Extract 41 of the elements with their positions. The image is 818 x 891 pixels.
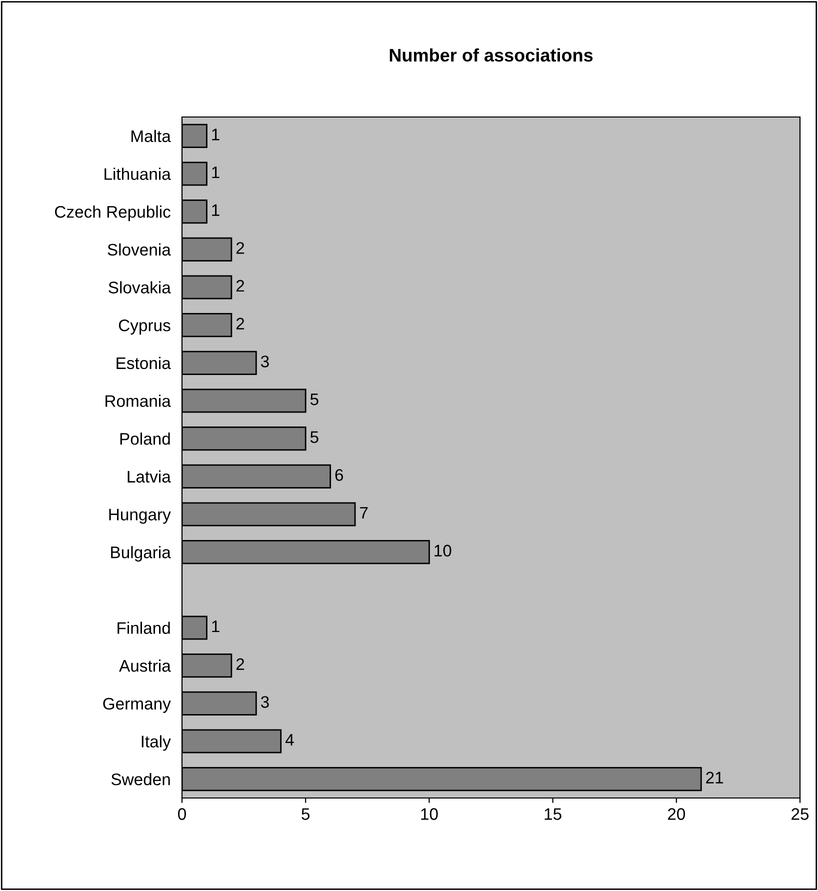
y-tick-label: Hungary xyxy=(109,508,171,524)
data-label: 2 xyxy=(236,318,244,330)
y-tick-label: Slovakia xyxy=(108,281,171,294)
data-label: 10 xyxy=(434,544,452,557)
y-tick-label: Bulgaria xyxy=(111,546,171,562)
data-label: 6 xyxy=(335,469,344,481)
data-label: 4 xyxy=(285,734,294,746)
data-label: 3 xyxy=(260,356,269,368)
y-tick-label: Czech Republic xyxy=(55,206,170,222)
chart-title: Number of associations xyxy=(390,48,593,62)
data-label: 1 xyxy=(212,204,220,216)
data-label: 1 xyxy=(212,620,220,632)
y-tick-label: Italy xyxy=(142,735,171,751)
y-tick-label: Germany xyxy=(103,698,171,713)
data-label: 3 xyxy=(260,696,269,708)
y-tick-label: Poland xyxy=(120,432,170,445)
x-tick-label: 10 xyxy=(421,808,438,820)
data-label: 7 xyxy=(360,507,368,519)
y-tick-label: Malta xyxy=(132,130,171,142)
data-label: 1 xyxy=(212,128,220,140)
data-label: 2 xyxy=(236,280,244,292)
data-label: 2 xyxy=(236,658,244,670)
x-tick-label: 20 xyxy=(668,808,686,820)
data-label: 1 xyxy=(212,166,220,178)
data-label: 2 xyxy=(236,242,244,254)
y-tick-label: Estonia xyxy=(116,356,171,370)
y-tick-label: Latvia xyxy=(128,470,171,483)
x-tick-label: 0 xyxy=(178,808,186,820)
y-tick-label: Lithuania xyxy=(104,168,171,180)
y-tick-label: Sweden xyxy=(111,773,170,786)
y-tick-label: Cyprus xyxy=(118,319,170,335)
x-tick-label: 25 xyxy=(792,808,809,820)
x-tick-label: 5 xyxy=(302,808,310,820)
x-tick-label: 15 xyxy=(544,808,562,820)
y-tick-label: Finland xyxy=(118,622,170,634)
data-label: 5 xyxy=(310,431,318,444)
data-label: 21 xyxy=(706,772,724,784)
y-tick-label: Romania xyxy=(106,394,171,407)
y-tick-label: Austria xyxy=(119,660,171,672)
y-tick-label: Slovenia xyxy=(108,243,171,256)
data-label: 5 xyxy=(310,394,318,406)
